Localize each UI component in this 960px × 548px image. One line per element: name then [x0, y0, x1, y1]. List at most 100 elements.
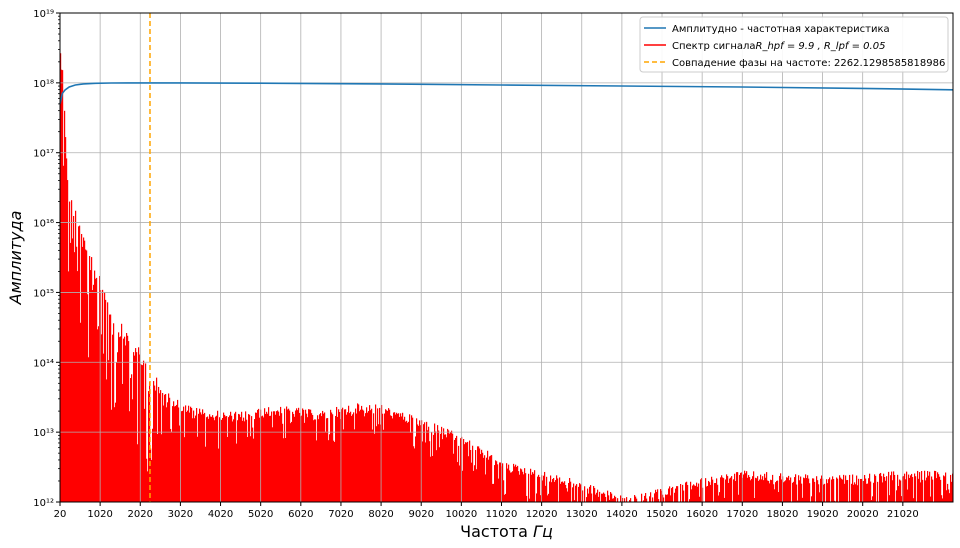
x-axis-label-word: Частота: [460, 522, 533, 541]
spectrum-bar: [755, 477, 757, 502]
spectrum-bar: [772, 474, 774, 502]
spectrum-bar: [743, 474, 745, 502]
spectrum-bar: [550, 475, 552, 502]
spectrum-bar: [812, 478, 814, 502]
spectrum-bar: [843, 474, 845, 502]
spectrum-bar: [485, 474, 487, 502]
spectrum-bar: [396, 412, 398, 502]
spectrum-bar: [561, 481, 563, 502]
spectrum-bar: [440, 433, 442, 502]
spectrum-bar: [305, 409, 307, 502]
spectrum-bar: [438, 430, 440, 502]
spectrum-bar: [763, 480, 765, 502]
spectrum-bar: [232, 421, 234, 502]
spectrum-bar: [400, 413, 402, 502]
spectrum-bar: [594, 487, 596, 502]
spectrum-bar: [413, 446, 415, 502]
spectrum-bar: [108, 360, 110, 502]
spectrum-bar: [655, 489, 657, 502]
x-tick-label: 13020: [566, 509, 598, 520]
spectrum-bar: [439, 447, 441, 502]
spectrum-bar: [60, 53, 62, 502]
spectrum-bar: [759, 479, 761, 502]
spectrum-bar: [761, 479, 763, 502]
spectrum-bar: [299, 412, 301, 502]
spectrum-bar: [724, 497, 726, 502]
spectrum-bar: [118, 332, 120, 502]
spectrum-bar: [182, 410, 184, 502]
spectrum-bar: [154, 385, 156, 502]
spectrum-bar: [146, 458, 148, 502]
spectrum-bar: [852, 474, 854, 502]
spectrum-bar: [617, 498, 619, 502]
spectrum-bar: [250, 436, 252, 502]
spectrum-bar: [325, 431, 327, 502]
spectrum-bar: [407, 422, 409, 502]
x-tick-label: 12020: [526, 509, 558, 520]
spectrum-bar: [778, 492, 780, 502]
spectrum-bar: [94, 270, 96, 502]
spectrum-bar: [800, 476, 802, 502]
spectrum-bar: [929, 471, 931, 502]
spectrum-bar: [292, 411, 294, 502]
spectrum-bar: [738, 494, 740, 502]
x-tick-label: 1020: [87, 509, 112, 520]
spectrum-bar: [410, 432, 412, 502]
spectrum-bar: [770, 479, 772, 502]
spectrum-bar: [698, 483, 700, 502]
spectrum-bar: [172, 406, 174, 502]
spectrum-bar: [209, 414, 211, 502]
spectrum-bar: [65, 137, 67, 502]
spectrum-bar: [476, 469, 478, 502]
spectrum-bar: [371, 408, 373, 502]
spectrum-bar: [474, 465, 476, 502]
spectrum-bar: [416, 418, 418, 502]
spectrum-bar: [551, 482, 553, 502]
spectrum-bar: [695, 485, 697, 502]
spectrum-bar: [259, 417, 261, 502]
spectrum-bar: [604, 493, 606, 502]
spectrum-bar: [317, 415, 319, 502]
spectrum-bar: [466, 442, 468, 502]
y-tick-label: 10¹⁵: [33, 288, 54, 299]
spectrum-bar: [762, 476, 764, 502]
spectrum-bar: [247, 437, 249, 502]
afc-line: [59, 82, 954, 104]
spectrum-bar: [249, 414, 251, 502]
spectrum-bar: [237, 420, 239, 502]
spectrum-bar: [163, 405, 165, 502]
spectrum-bar: [239, 414, 241, 502]
spectrum-bar: [875, 475, 877, 502]
spectrum-bar: [456, 435, 458, 502]
spectrum-bar: [711, 476, 713, 502]
spectrum-bar: [432, 455, 434, 502]
spectrum-bar: [579, 483, 581, 502]
spectrum-bar: [542, 480, 544, 502]
spectrum-bar: [127, 335, 129, 502]
spectrum-bar: [465, 442, 467, 502]
spectrum-bar: [784, 481, 786, 502]
spectrum-bar: [279, 415, 281, 502]
spectrum-bar: [272, 427, 274, 502]
spectrum-bar: [398, 413, 400, 502]
spectrum-bar: [937, 472, 939, 502]
spectrum-bar: [939, 476, 941, 502]
spectrum-bar: [78, 226, 80, 503]
spectrum-bar: [415, 436, 417, 502]
spectrum-bar: [270, 415, 272, 502]
spectrum-bar: [77, 271, 79, 502]
spectrum-bar: [161, 434, 163, 502]
spectrum-bar: [429, 441, 431, 502]
spectrum-bar: [262, 415, 264, 502]
spectrum-bar: [109, 314, 111, 502]
spectrum-bar: [888, 471, 890, 502]
legend-label: Совпадение фазы на частоте: 2262.1298585…: [672, 58, 945, 69]
spectrum-bar: [590, 485, 592, 502]
spectrum-bar: [117, 352, 119, 502]
spectrum-bar: [879, 473, 881, 502]
spectrum-bar: [591, 493, 593, 502]
spectrum-bar: [817, 480, 819, 502]
spectrum-bar: [308, 409, 310, 502]
spectrum-bar: [543, 475, 545, 502]
spectrum-bar: [63, 165, 65, 502]
